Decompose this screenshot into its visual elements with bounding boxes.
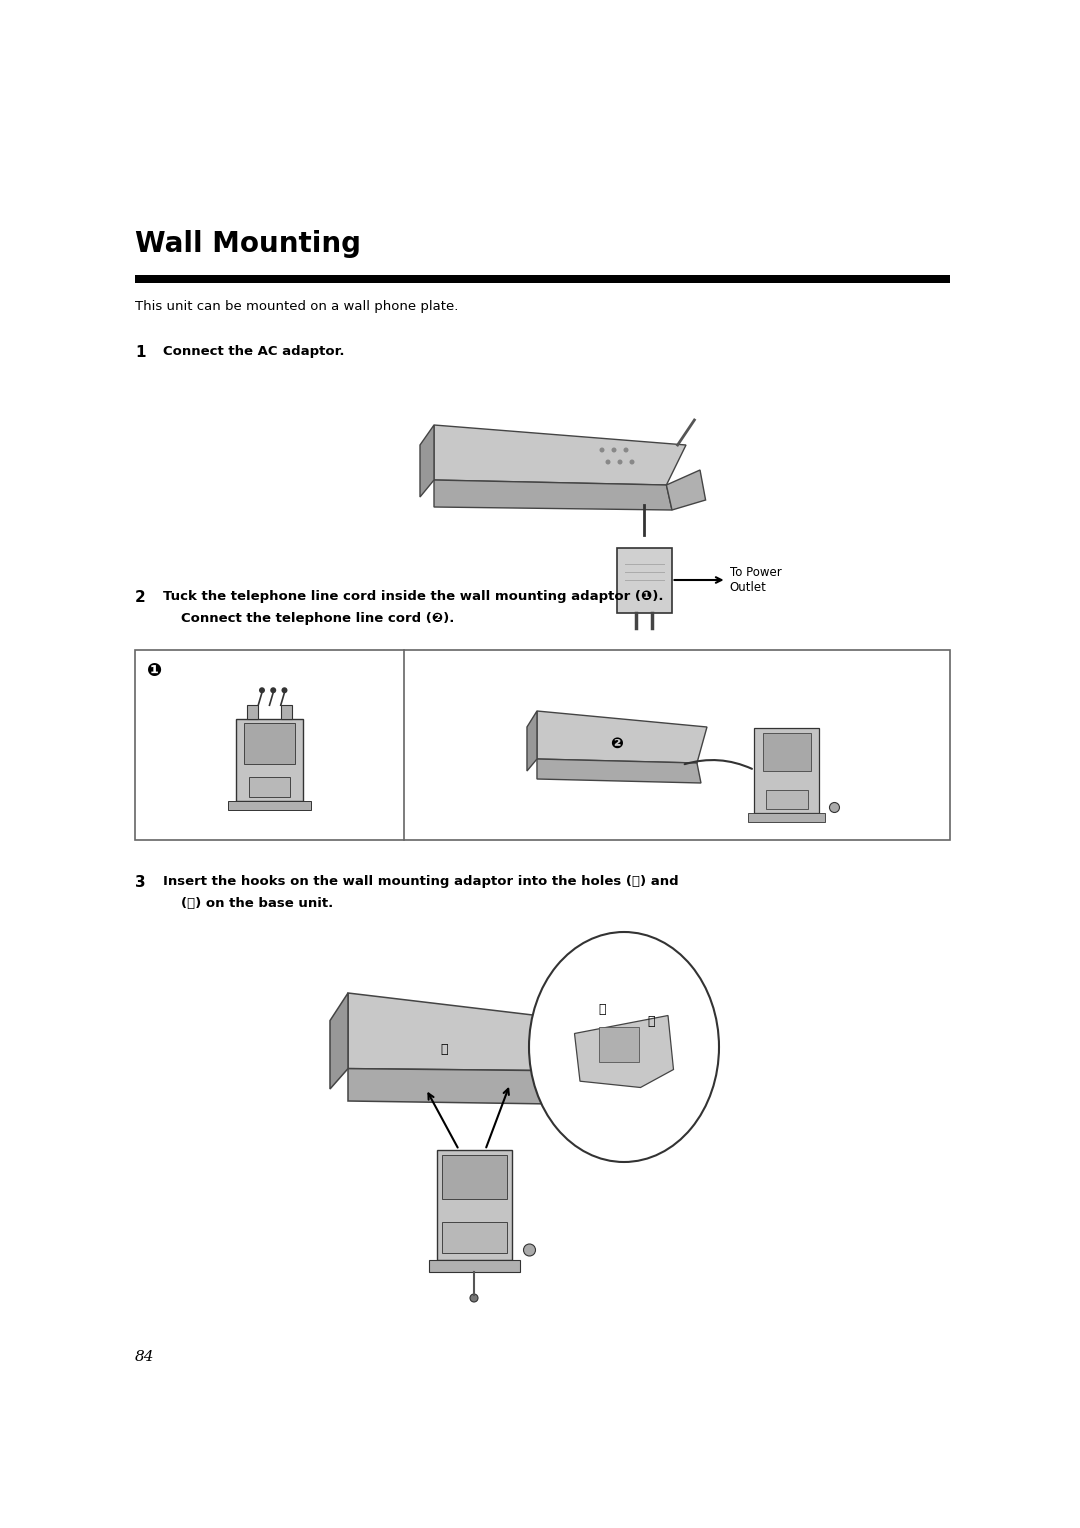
Circle shape <box>630 460 635 465</box>
Polygon shape <box>537 759 701 782</box>
Bar <box>135 649 950 840</box>
Text: Insert the hooks on the wall mounting adaptor into the holes (Ⓐ) and: Insert the hooks on the wall mounting ad… <box>163 876 678 888</box>
Text: Tuck the telephone line cord inside the wall mounting adaptor (❶).: Tuck the telephone line cord inside the … <box>163 590 663 604</box>
Bar <box>247 706 258 718</box>
Text: Connect the AC adaptor.: Connect the AC adaptor. <box>163 345 345 358</box>
Text: 1: 1 <box>135 345 146 361</box>
Circle shape <box>599 448 605 452</box>
Bar <box>599 1027 639 1062</box>
Circle shape <box>270 688 276 694</box>
Polygon shape <box>537 711 707 762</box>
Text: Ⓐ: Ⓐ <box>648 1015 656 1028</box>
Text: 2: 2 <box>135 590 146 605</box>
Circle shape <box>623 448 629 452</box>
Text: 84: 84 <box>135 1351 154 1365</box>
Bar <box>249 776 289 798</box>
Bar <box>442 1222 507 1253</box>
Polygon shape <box>434 425 686 484</box>
Polygon shape <box>420 425 434 497</box>
Text: ❶: ❶ <box>147 662 162 680</box>
Bar <box>748 813 825 822</box>
Text: Connect the telephone line cord (❷).: Connect the telephone line cord (❷). <box>181 613 455 625</box>
Bar <box>762 732 811 770</box>
Bar <box>442 1155 507 1199</box>
Polygon shape <box>575 1016 674 1088</box>
Bar <box>766 790 808 808</box>
Text: Ⓑ: Ⓑ <box>598 1002 606 1016</box>
Circle shape <box>829 802 839 813</box>
Polygon shape <box>666 471 705 510</box>
Text: Ⓐ: Ⓐ <box>441 1044 448 1056</box>
Text: Wall Mounting: Wall Mounting <box>135 231 361 258</box>
Text: (Ⓑ) on the base unit.: (Ⓑ) on the base unit. <box>181 897 334 911</box>
Text: This unit can be mounted on a wall phone plate.: This unit can be mounted on a wall phone… <box>135 299 458 313</box>
Bar <box>244 723 295 764</box>
Polygon shape <box>348 993 600 1071</box>
Bar <box>281 706 292 718</box>
Polygon shape <box>348 1068 594 1105</box>
Bar <box>228 801 311 810</box>
Bar <box>436 1151 512 1261</box>
Circle shape <box>618 460 622 465</box>
Text: Ⓑ: Ⓑ <box>530 1027 538 1039</box>
Ellipse shape <box>529 932 719 1161</box>
Bar <box>617 547 672 613</box>
Bar <box>235 718 303 801</box>
Polygon shape <box>330 993 348 1089</box>
Bar <box>429 1261 519 1271</box>
Circle shape <box>470 1294 478 1302</box>
Polygon shape <box>434 480 672 510</box>
Circle shape <box>606 460 610 465</box>
Circle shape <box>611 448 617 452</box>
Circle shape <box>259 688 265 694</box>
Text: 3: 3 <box>135 876 146 889</box>
Text: To Power
Outlet: To Power Outlet <box>729 565 781 594</box>
Text: ❷: ❷ <box>610 735 623 750</box>
Circle shape <box>524 1244 536 1256</box>
Circle shape <box>282 688 287 694</box>
Bar <box>755 727 820 813</box>
Polygon shape <box>527 711 537 772</box>
Bar <box>135 275 950 283</box>
